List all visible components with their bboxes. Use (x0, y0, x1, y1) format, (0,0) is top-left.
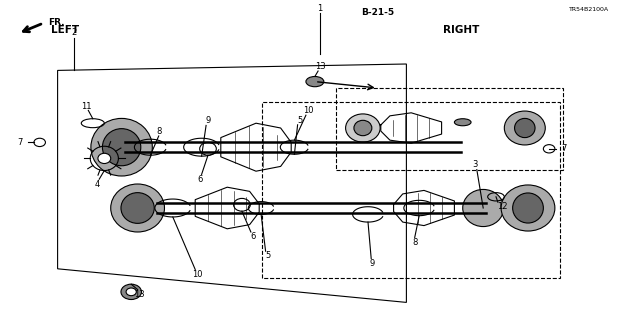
Text: 13: 13 (315, 62, 325, 71)
Text: 9: 9 (205, 116, 211, 125)
Text: B-21-5: B-21-5 (361, 8, 394, 17)
Ellipse shape (354, 120, 372, 136)
Text: 5: 5 (265, 252, 270, 260)
Text: 13: 13 (134, 290, 145, 299)
Ellipse shape (121, 193, 154, 223)
Text: 10: 10 (192, 270, 202, 279)
Ellipse shape (111, 184, 164, 232)
Text: 4: 4 (95, 180, 100, 188)
Ellipse shape (306, 76, 324, 87)
Ellipse shape (98, 153, 111, 164)
Text: RIGHT: RIGHT (443, 25, 479, 36)
Ellipse shape (91, 118, 152, 176)
Text: TR54B2100A: TR54B2100A (569, 7, 609, 12)
Ellipse shape (121, 284, 141, 300)
Ellipse shape (513, 193, 543, 223)
Text: 5: 5 (297, 116, 302, 124)
Ellipse shape (346, 114, 380, 142)
Ellipse shape (126, 288, 136, 296)
Ellipse shape (102, 129, 141, 166)
Text: 2: 2 (71, 28, 76, 36)
Text: 8: 8 (156, 127, 161, 136)
Text: 7: 7 (18, 138, 23, 147)
Ellipse shape (454, 119, 471, 126)
Ellipse shape (463, 189, 504, 227)
Bar (336, 88, 563, 170)
Text: 9: 9 (370, 259, 375, 268)
Text: 10: 10 (303, 106, 314, 115)
Text: 6: 6 (197, 175, 202, 184)
Text: 8: 8 (412, 238, 417, 247)
Text: 6: 6 (250, 232, 255, 241)
Text: 7: 7 (562, 144, 567, 153)
Text: 3: 3 (472, 160, 477, 169)
Text: 1: 1 (317, 4, 323, 12)
Text: 12: 12 (497, 202, 508, 211)
Ellipse shape (515, 118, 535, 138)
Text: FR.: FR. (48, 18, 65, 27)
Text: LEFT: LEFT (51, 25, 79, 36)
Text: 11: 11 (81, 102, 92, 111)
Ellipse shape (504, 111, 545, 145)
Ellipse shape (501, 185, 555, 231)
